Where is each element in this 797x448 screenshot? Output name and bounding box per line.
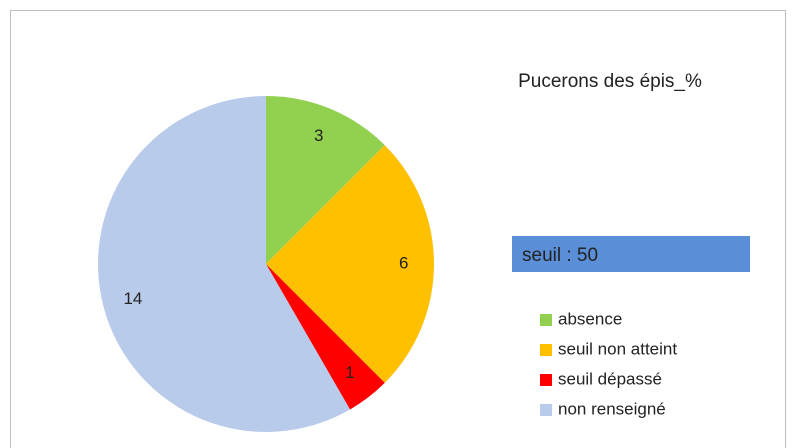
annotation: seuil : 50 bbox=[522, 245, 598, 266]
pie-slice bbox=[266, 264, 385, 410]
data-label: 1 bbox=[345, 363, 354, 382]
chart-title: Pucerons des épis_% bbox=[518, 71, 702, 92]
data-label: 6 bbox=[399, 253, 408, 272]
legend-label: seuil non atteint bbox=[558, 339, 677, 358]
annotation-box bbox=[512, 236, 750, 272]
legend-swatch bbox=[540, 374, 552, 386]
legend-label: absence bbox=[558, 309, 622, 328]
legend-swatch bbox=[540, 314, 552, 326]
legend-swatch bbox=[540, 344, 552, 356]
data-label: 14 bbox=[123, 289, 142, 308]
pie-slice bbox=[266, 96, 385, 264]
pie-slice bbox=[266, 145, 434, 383]
pie-slice bbox=[97, 96, 351, 432]
legend-swatch bbox=[540, 404, 552, 416]
legend-label: non renseigné bbox=[558, 399, 666, 418]
legend-label: seuil dépassé bbox=[558, 369, 662, 388]
data-label: 3 bbox=[314, 126, 323, 145]
